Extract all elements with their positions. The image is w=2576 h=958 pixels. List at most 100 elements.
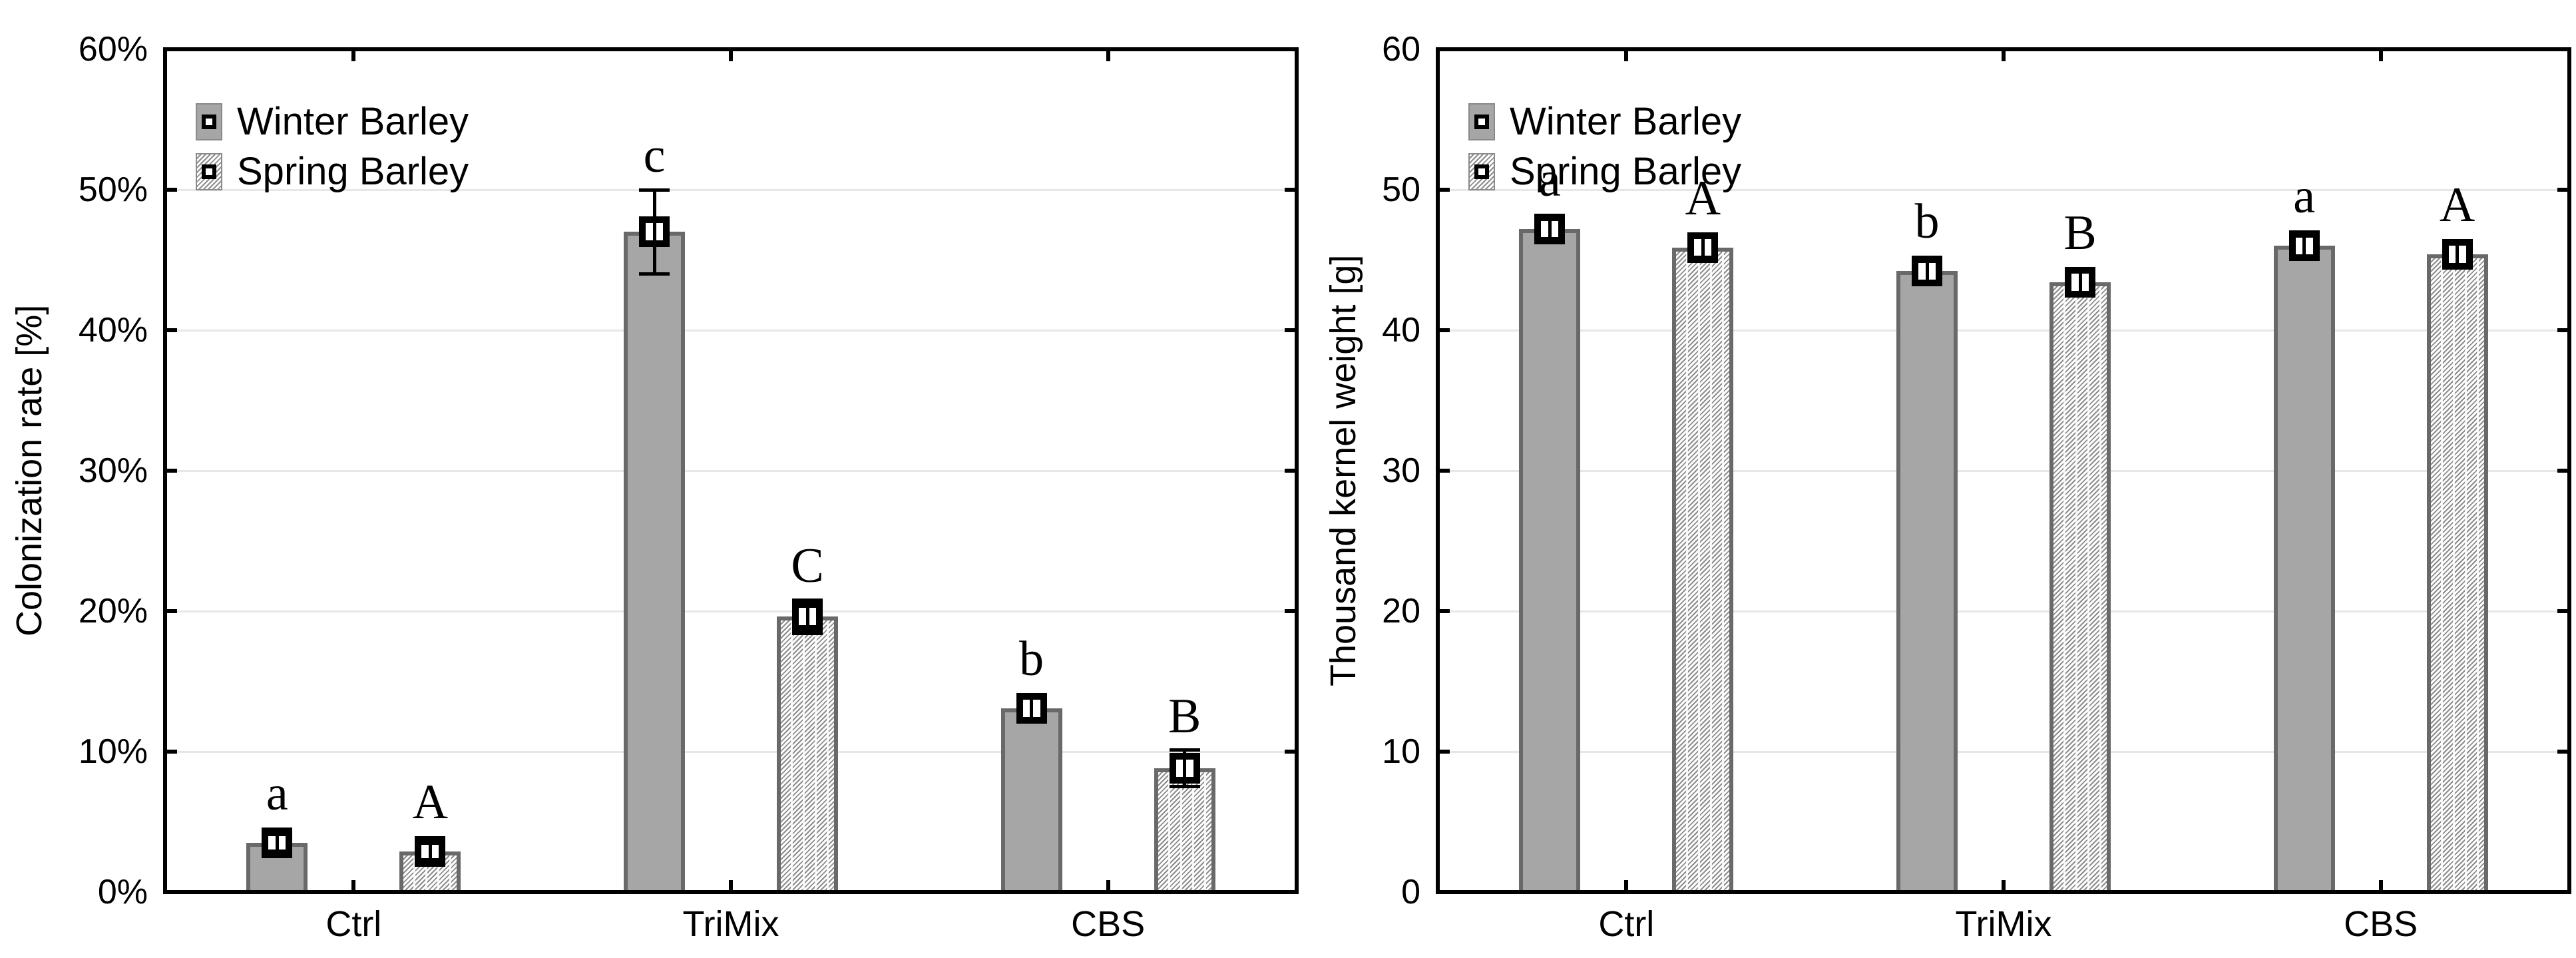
error-bar-winter-cbs	[2302, 236, 2306, 256]
top-group-tick-TriMix	[2002, 49, 2006, 61]
error-bar-winter-ctrl	[275, 834, 279, 851]
error-cap-bottom	[2065, 293, 2095, 297]
error-cap-top	[2288, 234, 2320, 238]
y-tick-left-40	[165, 328, 177, 332]
y-tick-right-10	[1285, 750, 1297, 754]
error-cap-bottom	[1169, 785, 1200, 789]
category-label-Ctrl: Ctrl	[325, 904, 382, 944]
gridline-50	[1438, 188, 2569, 191]
error-cap-top	[1534, 217, 1566, 221]
y-tick-label-30: 30%	[78, 451, 148, 490]
y-tick-left-20	[165, 609, 177, 613]
bottom-group-tick-Ctrl	[351, 880, 356, 892]
y-tick-right-20	[1285, 609, 1297, 613]
winter-barley-swatch	[196, 103, 222, 140]
error-cap-bottom	[1534, 237, 1566, 241]
bar-winter-ctrl	[246, 843, 308, 892]
top-group-tick-CBS	[1106, 49, 1110, 61]
category-label-CBS: CBS	[1071, 904, 1146, 944]
square-marker-icon	[1474, 164, 1489, 179]
bar-spring-cbs	[1154, 768, 1215, 892]
bar-spring-cbs	[2426, 254, 2488, 892]
error-cap-top	[1912, 260, 1942, 264]
gridline-50	[165, 188, 1297, 191]
significance-letter-winter-ctrl: a	[266, 766, 288, 822]
significance-letter-spring-ctrl: A	[1685, 170, 1721, 226]
error-cap-top	[415, 841, 446, 845]
y-tick-left-50	[165, 188, 177, 192]
error-bar-spring-cbs	[1183, 750, 1187, 787]
bottom-axis-spine	[165, 890, 1297, 894]
bottom-group-tick-TriMix	[729, 880, 733, 892]
legend-label-winter: Winter Barley	[1510, 100, 1742, 143]
y-tick-label-20: 20	[1382, 592, 1420, 630]
error-bar-winter-cbs	[1030, 695, 1034, 721]
error-cap-bottom	[1016, 719, 1047, 723]
y-tick-label-10: 10	[1382, 732, 1420, 771]
spring-barley-swatch	[196, 153, 222, 190]
legend-item-winter: Winter Barley	[196, 101, 469, 142]
gridline-20	[165, 610, 1297, 612]
category-label-CBS: CBS	[2344, 904, 2418, 944]
gridline-40	[165, 329, 1297, 332]
bar-spring-ctrl	[1672, 247, 1734, 892]
significance-letter-spring-cbs: B	[1168, 688, 1201, 744]
top-group-tick-TriMix	[729, 49, 733, 61]
significance-letter-spring-cbs: A	[2439, 178, 2475, 233]
significance-letter-spring-ctrl: A	[412, 774, 449, 830]
gridline-30	[1438, 469, 2569, 472]
error-cap-bottom	[415, 857, 446, 861]
bar-winter-trimix	[1896, 271, 1958, 892]
y-tick-right-40	[2557, 328, 2569, 332]
right-axis-spine	[1295, 47, 1299, 894]
error-bar-spring-trimix	[2078, 270, 2082, 296]
y-tick-right-50	[1285, 188, 1297, 192]
error-cap-bottom	[2288, 254, 2320, 258]
error-cap-top	[792, 598, 823, 602]
gridline-40	[1438, 329, 2569, 332]
bar-spring-trimix	[2049, 282, 2111, 892]
error-cap-bottom	[1687, 255, 1719, 259]
error-cap-bottom	[262, 849, 293, 853]
category-label-TriMix: TriMix	[682, 904, 779, 944]
y-tick-left-10	[165, 750, 177, 754]
winter-barley-swatch	[1468, 103, 1495, 140]
significance-letter-winter-cbs: a	[2293, 169, 2316, 224]
category-label-Ctrl: Ctrl	[1598, 904, 1655, 944]
y-tick-right-20	[2557, 609, 2569, 613]
error-bar-winter-trimix	[1925, 261, 1929, 282]
y-tick-right-40	[1285, 328, 1297, 332]
legend-label-spring: Spring Barley	[237, 150, 469, 193]
top-group-tick-Ctrl	[1624, 49, 1629, 61]
gridline-10	[165, 750, 1297, 753]
y-tick-left-10	[1438, 750, 1450, 754]
significance-letter-winter-trimix: c	[643, 128, 666, 183]
significance-letter-winter-ctrl: a	[1538, 152, 1561, 208]
y-tick-label-40: 40	[1382, 311, 1420, 350]
top-group-tick-Ctrl	[351, 49, 356, 61]
legend: Winter Barley Spring Barley	[1468, 101, 1741, 201]
y-tick-left-50	[1438, 188, 1450, 192]
bar-winter-cbs	[1000, 708, 1062, 892]
significance-letter-spring-trimix: B	[2063, 206, 2097, 261]
error-bar-spring-ctrl	[1701, 237, 1705, 258]
y-tick-right-10	[2557, 750, 2569, 754]
bar-winter-cbs	[2273, 246, 2335, 892]
y-tick-label-50: 50%	[78, 170, 148, 209]
y-tick-left-30	[1438, 469, 1450, 473]
error-cap-top	[262, 832, 293, 836]
y-tick-right-30	[1285, 469, 1297, 473]
gridline-20	[1438, 610, 2569, 612]
square-marker-icon	[202, 115, 216, 129]
y-tick-label-10: 10%	[78, 732, 148, 771]
y-tick-label-50: 50	[1382, 170, 1420, 209]
y-tick-label-40: 40%	[78, 311, 148, 350]
square-marker-icon	[1474, 115, 1489, 129]
legend-label-spring: Spring Barley	[1510, 150, 1742, 193]
category-label-TriMix: TriMix	[1955, 904, 2052, 944]
legend: Winter Barley Spring Barley	[196, 101, 469, 201]
bottom-axis-spine	[1438, 890, 2569, 894]
mean-marker-spring-ctrl	[415, 836, 446, 867]
bottom-group-tick-Ctrl	[1624, 880, 1629, 892]
